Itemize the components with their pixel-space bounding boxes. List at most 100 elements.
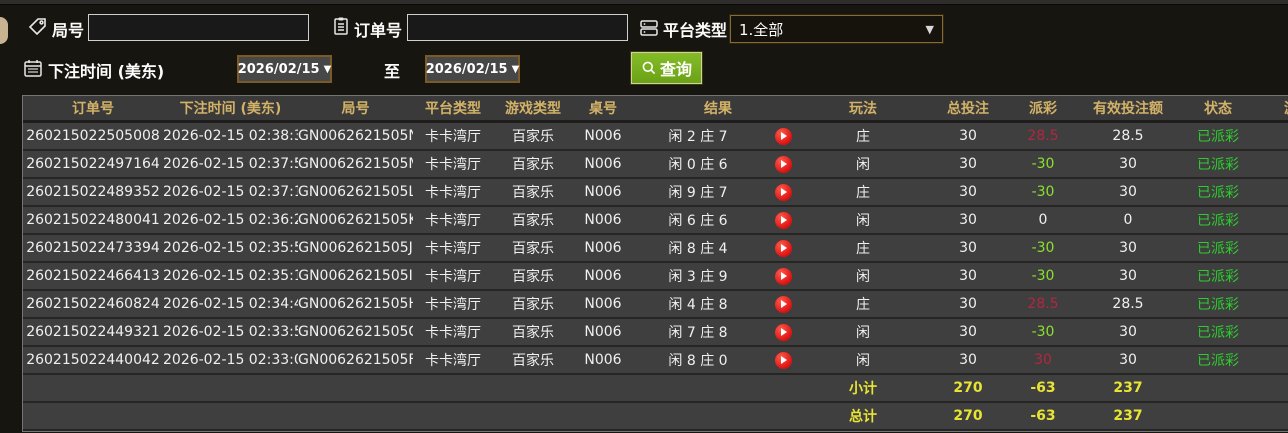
result-text: 闲 6 庄 6 <box>668 213 728 229</box>
bet-time-cell: 2026-02-15 02:38:30 <box>163 128 298 144</box>
table-row: 260215022449321 2026-02-15 02:33:52 GN0062… <box>23 319 1288 347</box>
play-wrap <box>763 351 803 369</box>
date-from-picker[interactable]: 2026/02/15 ▼ <box>237 55 332 83</box>
bet-time-cell: 2026-02-15 02:37:13 <box>163 184 298 200</box>
play-video-icon[interactable] <box>774 127 792 145</box>
platform-cell: 卡卡湾厅 <box>425 241 481 257</box>
order-number-cell: 260215022480041 <box>26 212 160 228</box>
filter-bar: 局号 订单号 平台类型 1.全部 ▼ 下注时间 (美东) 2026/02/15 … <box>0 0 1288 95</box>
column-header: 游戏 <box>1253 98 1288 118</box>
platform-cell: 卡卡湾厅 <box>425 157 481 173</box>
game-extra-cell: - <box>1253 268 1288 284</box>
window-top-strip <box>0 0 1288 5</box>
status-cell: 已派彩 <box>1197 353 1239 369</box>
table-no-cell: N006 <box>584 240 622 256</box>
valid-bet-cell: 28.5 <box>1112 296 1144 312</box>
platform-cell: 卡卡湾厅 <box>425 185 481 201</box>
result-cell: 闲 4 庄 8 <box>633 294 803 314</box>
status-cell: 已派彩 <box>1197 241 1239 257</box>
valid-bet-cell: 28.5 <box>1112 128 1144 144</box>
tag-icon <box>28 17 48 37</box>
play-video-icon[interactable] <box>774 323 792 341</box>
table-no-cell: N006 <box>584 352 622 368</box>
total-bet-cell: 30 <box>959 240 977 256</box>
play-type-cell: 庄 <box>856 185 870 201</box>
table-no-cell: N006 <box>584 212 622 228</box>
round-number-cell: GN0062621505G <box>298 324 413 340</box>
play-type-cell: 庄 <box>856 129 870 145</box>
round-number-cell: GN0062621505N <box>298 128 413 144</box>
platform-type-label: 平台类型 <box>663 21 728 40</box>
play-video-icon[interactable] <box>774 239 792 257</box>
play-video-icon[interactable] <box>774 155 792 173</box>
subtotal-row: 小计 270 -63 237 <box>23 375 1288 403</box>
table-no-cell: N006 <box>584 156 622 172</box>
platform-type-select[interactable]: 1.全部 ▼ <box>730 15 943 43</box>
play-video-icon[interactable] <box>774 183 792 201</box>
status-cell: 已派彩 <box>1197 129 1239 145</box>
status-cell: 已派彩 <box>1197 213 1239 229</box>
play-video-icon[interactable] <box>774 295 792 313</box>
bet-time-cell: 2026-02-15 02:37:53 <box>163 156 298 172</box>
subtotal-row-valid-bet: 237 <box>1113 380 1143 396</box>
payout-cell: -30 <box>1031 184 1055 200</box>
game-extra-cell: - <box>1253 240 1288 256</box>
result-text: 闲 4 庄 8 <box>668 297 728 313</box>
table-row: 260215022480041 2026-02-15 02:36:27 GN0062… <box>23 207 1288 235</box>
table-row: 260215022473394 2026-02-15 02:35:54 GN0062… <box>23 235 1288 263</box>
subtotal-row-label: 小计 <box>849 381 877 397</box>
play-wrap <box>763 267 803 285</box>
date-from-value: 2026/02/15 <box>237 61 320 77</box>
column-header: 桌号 <box>589 101 617 117</box>
result-cell: 闲 9 庄 7 <box>633 182 803 202</box>
valid-bet-cell: 30 <box>1119 184 1137 200</box>
platform-cell: 卡卡湾厅 <box>425 325 481 341</box>
play-video-icon[interactable] <box>774 267 792 285</box>
round-number-cell: GN0062621505F <box>298 352 413 368</box>
bet-time-cell: 2026-02-15 02:34:47 <box>163 296 298 312</box>
play-video-icon[interactable] <box>774 211 792 229</box>
table-row: 260215022489352 2026-02-15 02:37:13 GN0062… <box>23 179 1288 207</box>
platform-cell: 卡卡湾厅 <box>425 269 481 285</box>
game-extra-cell: - <box>1253 128 1288 144</box>
date-to-picker[interactable]: 2026/02/15 ▼ <box>425 55 520 83</box>
column-header: 订单号 <box>72 101 114 117</box>
table-row: 260215022460824 2026-02-15 02:34:47 GN0062… <box>23 291 1288 319</box>
payout-cell: 28.5 <box>1027 296 1059 312</box>
play-type-cell: 闲 <box>856 325 870 341</box>
game-extra-cell: - <box>1253 184 1288 200</box>
total-bet-cell: 30 <box>959 268 977 284</box>
column-header: 局号 <box>341 101 370 117</box>
table-header-row: 订单号 下注时间 (美东) 局号 平台类型 游戏类型 桌号 结果 玩法 总投注 派彩 有效投注额 状态… <box>23 96 1288 123</box>
play-type-cell: 闲 <box>856 213 870 229</box>
bet-time-cell: 2026-02-15 02:35:54 <box>163 240 298 256</box>
play-wrap <box>763 211 803 229</box>
grand-total-row-valid-bet: 237 <box>1113 408 1143 424</box>
payout-cell: -30 <box>1031 240 1055 256</box>
search-button[interactable]: 查询 <box>631 52 702 84</box>
round-number-input[interactable] <box>88 14 309 41</box>
status-cell: 已派彩 <box>1197 157 1239 173</box>
play-wrap <box>763 155 803 173</box>
status-cell: 已派彩 <box>1197 185 1239 201</box>
play-video-icon[interactable] <box>774 351 792 369</box>
result-cell: 闲 8 庄 0 <box>633 350 803 370</box>
platform-cell: 卡卡湾厅 <box>425 297 481 313</box>
platform-type-icon <box>639 18 659 38</box>
order-number-cell: 260215022505008 <box>26 128 160 144</box>
order-number-input[interactable] <box>407 14 628 41</box>
platform-type-value: 1.全部 <box>739 20 784 39</box>
date-to-value: 2026/02/15 <box>425 61 508 77</box>
side-tab[interactable] <box>0 17 8 44</box>
subtotal-row-total-bet: 270 <box>953 380 983 396</box>
subtotal-row-payout: -63 <box>1030 380 1056 396</box>
table-row: 260215022440042 2026-02-15 02:33:07 GN0062… <box>23 347 1288 375</box>
column-header: 结果 <box>704 101 732 117</box>
game-extra-cell: - <box>1253 324 1288 340</box>
status-cell: 已派彩 <box>1197 269 1239 285</box>
total-bet-cell: 30 <box>959 184 977 200</box>
column-header: 游戏类型 <box>505 101 561 117</box>
column-header: 下注时间 (美东) <box>179 101 282 117</box>
grand-total-row-total-bet: 270 <box>953 408 983 424</box>
grand-total-row: 总计 270 -63 237 <box>23 403 1288 431</box>
